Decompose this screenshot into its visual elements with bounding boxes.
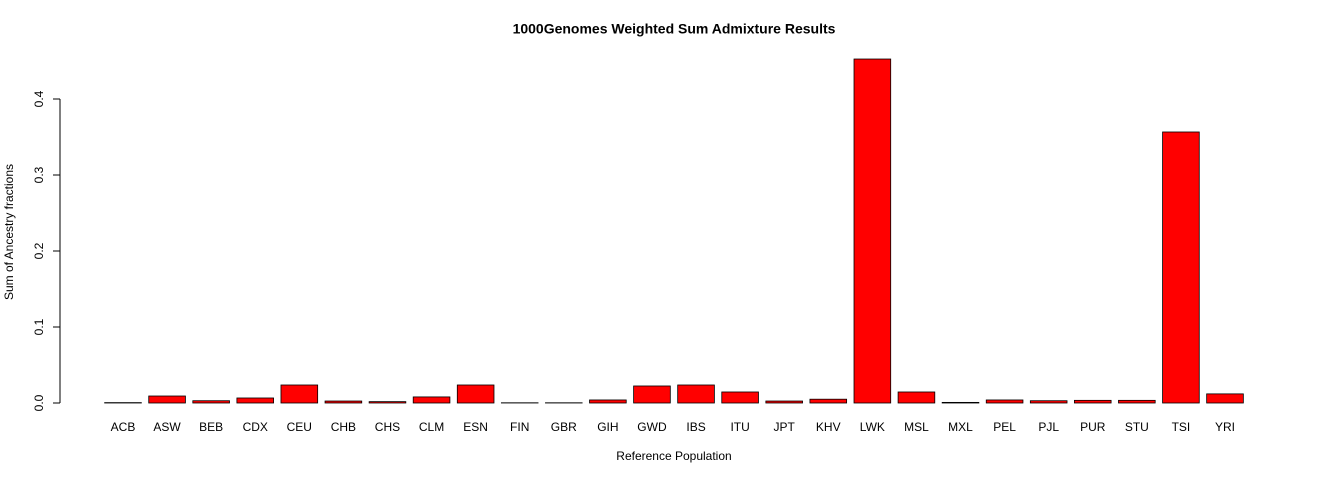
bar — [765, 400, 803, 404]
x-tick-label: ESN — [463, 420, 488, 434]
x-tick-label: CHB — [331, 420, 356, 434]
y-tick-label: 0.4 — [32, 90, 46, 107]
bar — [809, 398, 848, 404]
y-tick-label: 0.2 — [32, 242, 46, 259]
x-tick-label: PEL — [993, 420, 1016, 434]
bar — [236, 397, 274, 404]
bar — [192, 400, 230, 404]
bar — [721, 391, 759, 404]
x-tick-label: ITU — [730, 420, 749, 434]
bar — [1118, 399, 1156, 404]
y-tick-label: 0.0 — [32, 394, 46, 411]
x-tick-label: IBS — [686, 420, 705, 434]
y-axis-label: Sum of Ancestry fractions — [2, 164, 16, 300]
bar — [589, 399, 627, 404]
x-tick-label: LWK — [860, 420, 885, 434]
x-tick-label: YRI — [1215, 420, 1235, 434]
y-tick-label: 0.3 — [32, 166, 46, 183]
bar — [148, 395, 186, 404]
x-tick-label: MSL — [904, 420, 929, 434]
x-tick-label: TSI — [1172, 420, 1191, 434]
x-tick-label: GBR — [551, 420, 577, 434]
bar — [633, 385, 671, 404]
bar — [456, 384, 495, 404]
x-tick-label: STU — [1125, 420, 1149, 434]
bar — [1162, 131, 1200, 404]
x-tick-label: CEU — [287, 420, 312, 434]
bar — [1206, 393, 1244, 404]
bar — [897, 391, 936, 404]
bar — [368, 401, 407, 404]
bar — [1029, 400, 1068, 404]
x-tick-label: KHV — [816, 420, 841, 434]
bar — [412, 396, 451, 404]
chart-title: 1000Genomes Weighted Sum Admixture Resul… — [513, 21, 836, 37]
x-tick-label: CDX — [243, 420, 268, 434]
bar — [324, 400, 363, 404]
bar — [985, 399, 1024, 404]
x-tick-label: GWD — [637, 420, 667, 434]
bar — [1074, 399, 1112, 404]
x-axis-label: Reference Population — [616, 449, 731, 463]
bar — [853, 58, 892, 404]
x-tick-label: FIN — [510, 420, 529, 434]
y-tick-label: 0.1 — [32, 318, 46, 335]
x-tick-label: ACB — [111, 420, 136, 434]
x-tick-label: CLM — [419, 420, 444, 434]
bar — [941, 401, 980, 404]
x-tick-label: JPT — [774, 420, 796, 434]
bar — [677, 384, 715, 404]
x-tick-label: PJL — [1038, 420, 1059, 434]
x-tick-label: ASW — [153, 420, 181, 434]
x-tick-label: MXL — [948, 420, 973, 434]
bar — [280, 384, 319, 404]
x-tick-label: PUR — [1080, 420, 1106, 434]
x-tick-label: GIH — [597, 420, 618, 434]
x-tick-label: CHS — [375, 420, 400, 434]
x-tick-label: BEB — [199, 420, 223, 434]
